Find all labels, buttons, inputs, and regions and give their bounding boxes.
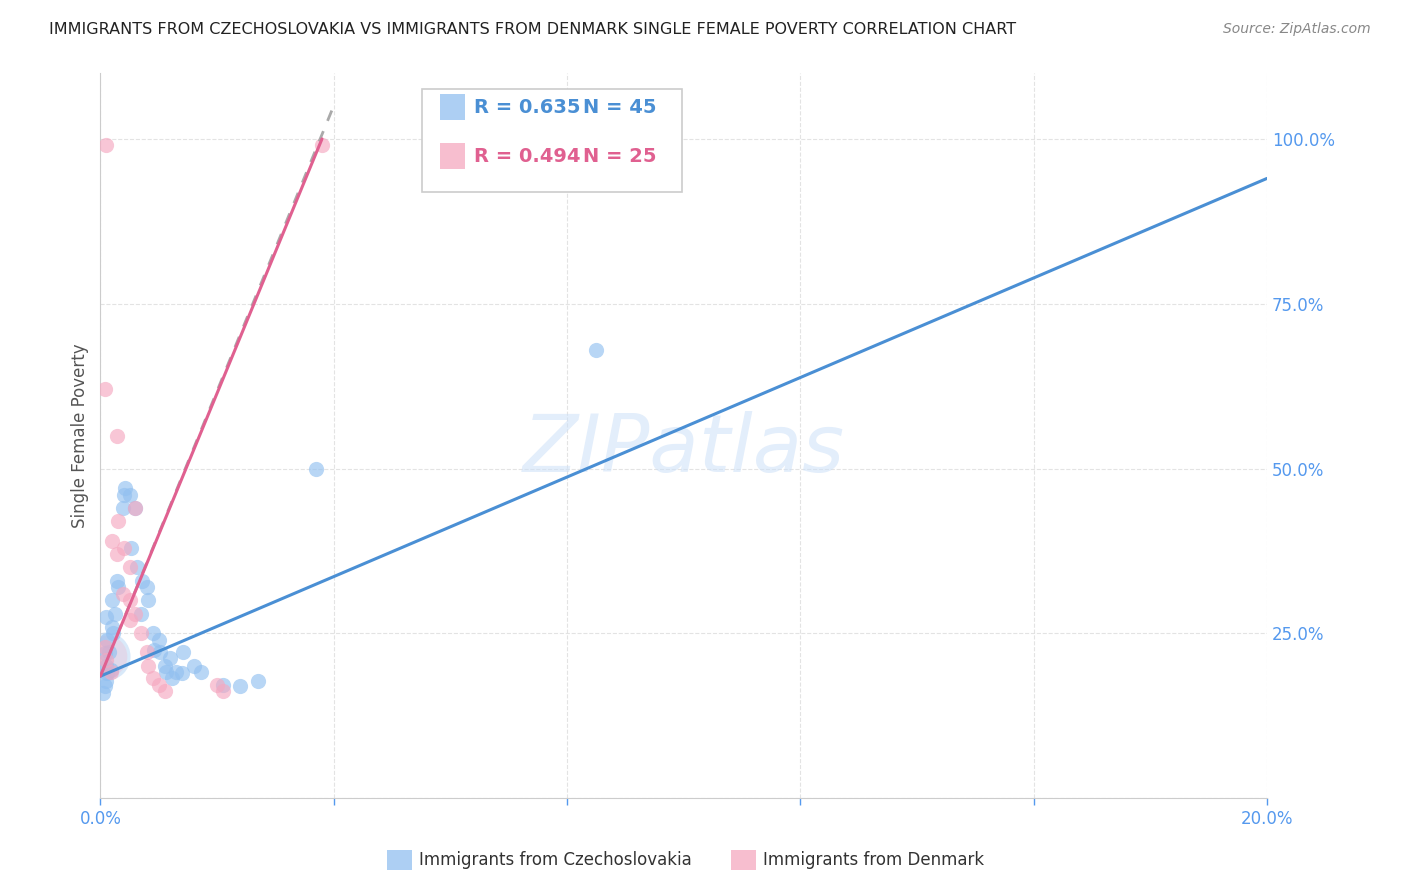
Point <box>96 610 118 624</box>
Point <box>142 671 165 685</box>
Point <box>107 580 129 594</box>
Point <box>96 665 118 680</box>
Point <box>94 640 117 654</box>
Point <box>149 645 172 659</box>
Point <box>136 593 159 607</box>
Point <box>172 645 194 659</box>
Point <box>136 659 159 673</box>
Point <box>205 678 228 692</box>
Point <box>100 665 122 679</box>
Point <box>129 626 152 640</box>
Point <box>100 663 122 677</box>
Point <box>148 632 170 647</box>
Point <box>159 651 181 665</box>
Point <box>91 686 114 700</box>
Point <box>183 659 205 673</box>
Point <box>124 501 146 516</box>
Point <box>94 646 117 660</box>
Text: Immigrants from Denmark: Immigrants from Denmark <box>763 851 984 869</box>
Text: Source: ZipAtlas.com: Source: ZipAtlas.com <box>1223 22 1371 37</box>
Point <box>305 461 328 475</box>
Point <box>136 580 159 594</box>
Point <box>120 541 142 555</box>
Point <box>96 138 118 153</box>
Point <box>153 659 176 673</box>
Point <box>94 679 117 693</box>
Point <box>96 659 118 673</box>
Point <box>96 649 118 664</box>
Y-axis label: Single Female Poverty: Single Female Poverty <box>72 343 89 528</box>
Point <box>105 428 128 442</box>
Point <box>112 488 135 502</box>
Text: R = 0.635: R = 0.635 <box>474 97 581 117</box>
Text: IMMIGRANTS FROM CZECHOSLOVAKIA VS IMMIGRANTS FROM DENMARK SINGLE FEMALE POVERTY : IMMIGRANTS FROM CZECHOSLOVAKIA VS IMMIGR… <box>49 22 1017 37</box>
Point <box>118 488 141 502</box>
Point <box>118 613 141 627</box>
Point <box>155 665 177 679</box>
Point <box>111 587 134 601</box>
Point <box>101 593 124 607</box>
Point <box>148 678 170 692</box>
Point <box>143 642 166 657</box>
Point <box>124 607 146 621</box>
Point <box>96 673 118 688</box>
Text: Immigrants from Czechoslovakia: Immigrants from Czechoslovakia <box>419 851 692 869</box>
Text: N = 25: N = 25 <box>583 146 657 166</box>
Point <box>103 626 125 640</box>
Point <box>131 574 153 588</box>
Point <box>96 649 118 664</box>
Point <box>153 684 176 698</box>
Point <box>211 678 233 692</box>
Point <box>112 541 135 555</box>
Point <box>160 671 183 685</box>
Point <box>118 560 141 574</box>
Point <box>96 653 118 667</box>
Point <box>105 574 128 588</box>
Point <box>124 501 146 516</box>
Point <box>229 679 252 693</box>
Point <box>246 673 269 688</box>
Point <box>170 665 193 680</box>
Text: N = 45: N = 45 <box>583 97 657 117</box>
Point <box>105 547 128 561</box>
Text: ZIPatlas: ZIPatlas <box>523 411 845 489</box>
Point <box>585 343 607 357</box>
Point <box>101 620 124 634</box>
Point <box>118 593 141 607</box>
Point <box>211 684 233 698</box>
Point <box>111 501 134 516</box>
Point <box>165 665 187 679</box>
Point <box>104 607 127 621</box>
Point <box>311 138 333 153</box>
Point <box>107 514 129 528</box>
Point <box>142 626 165 640</box>
Point <box>125 560 148 574</box>
Point <box>96 632 118 647</box>
Point <box>136 645 159 659</box>
Point <box>129 607 152 621</box>
Point <box>190 665 212 679</box>
Point <box>114 481 136 495</box>
Point <box>101 534 124 549</box>
Text: R = 0.494: R = 0.494 <box>474 146 581 166</box>
Point <box>98 645 121 659</box>
Point <box>94 383 117 397</box>
